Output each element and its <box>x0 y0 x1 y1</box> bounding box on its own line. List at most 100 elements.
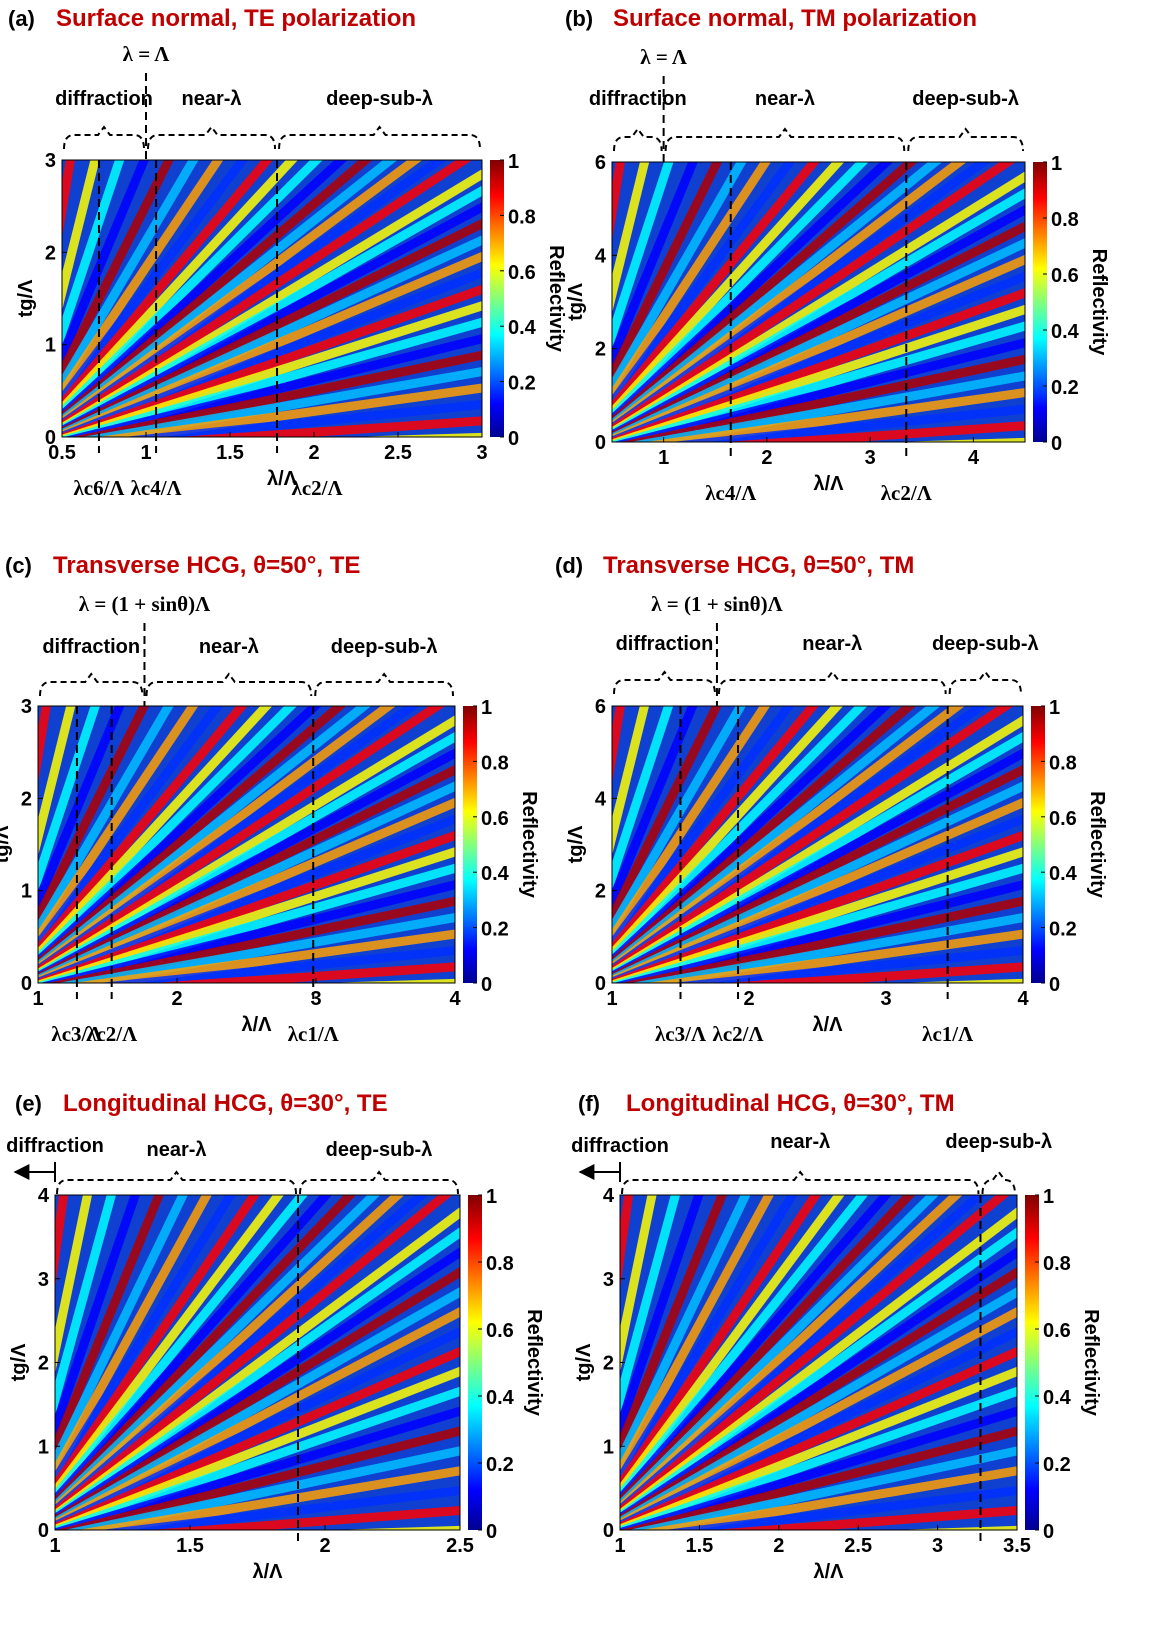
region-bracket <box>56 1170 297 1195</box>
x-tick-label: 2 <box>319 1535 330 1557</box>
x-tick-label: 2 <box>761 447 772 469</box>
heatmap-stripe <box>671 404 1025 442</box>
y-tick-label: 3 <box>38 1269 49 1291</box>
heatmap-stripe <box>81 367 482 437</box>
heatmap-stripe <box>62 160 174 383</box>
heatmap-stripe <box>62 160 199 393</box>
marker-label: λc1/Λ <box>922 1022 973 1046</box>
region-bracket <box>717 670 947 695</box>
heatmap-stripe <box>892 1525 1017 1530</box>
heatmap-stripe <box>612 162 698 372</box>
panel-title: Transverse HCG, θ=50°, TM <box>603 552 914 579</box>
heatmap-stripe <box>38 706 224 953</box>
region-label: near-λ <box>199 636 259 658</box>
x-tick-label: 2 <box>308 442 319 464</box>
region-label: near-λ <box>755 88 815 110</box>
heatmap-stripe <box>612 706 722 928</box>
heatmap-stripe <box>712 1505 1017 1530</box>
marker-label: λc3/Λ <box>655 1022 706 1046</box>
x-tick-label: 1.5 <box>176 1535 204 1557</box>
colorbar <box>463 706 477 983</box>
plot-frame <box>61 159 483 438</box>
heatmap-stripe <box>77 1466 460 1530</box>
y-tick-label: 3 <box>45 150 56 172</box>
x-tick-label: 4 <box>968 447 980 469</box>
marker-label: λc2/Λ <box>881 481 932 505</box>
colorbar-tick-label: 0.8 <box>1049 752 1077 774</box>
colorbar-label: Reflectivity <box>1088 249 1110 357</box>
heatmap-stripe <box>150 1505 460 1530</box>
y-tick-label: 4 <box>603 1185 615 1207</box>
colorbar-tick-label: 0.8 <box>1051 209 1079 231</box>
heatmap-stripe <box>671 945 1023 983</box>
colorbar-tick-label: 1 <box>1043 1186 1054 1208</box>
y-tick-label: 0 <box>21 973 32 995</box>
marker-label: λc4/Λ <box>705 481 756 505</box>
marker-label: λc2/Λ <box>713 1022 764 1046</box>
heatmap-stripe <box>38 706 76 857</box>
x-tick-label: 0.5 <box>48 442 76 464</box>
y-tick-label: 2 <box>38 1353 49 1375</box>
colorbar-tick-label: 0.2 <box>481 919 509 941</box>
x-tick-label: 2.5 <box>844 1535 872 1557</box>
y-tick-label: 1 <box>38 1436 49 1458</box>
heatmap-stripe <box>55 1195 117 1417</box>
x-tick-label: 1.5 <box>216 442 244 464</box>
heatmap-stripe <box>612 706 650 856</box>
heatmap-stripe <box>630 371 1025 442</box>
colorbar-label: Reflectivity <box>523 1309 545 1417</box>
heatmap-stripe <box>612 162 674 350</box>
y-tick-label: 0 <box>595 432 606 454</box>
panel-label: (b) <box>565 6 593 31</box>
colorbar-tick-label: 1 <box>508 151 519 173</box>
y-tick-label: 0 <box>38 1520 49 1542</box>
x-tick-label: 3 <box>865 447 876 469</box>
colorbar-tick-label: 0.4 <box>1049 863 1078 885</box>
heatmap-stripe <box>620 1195 681 1416</box>
heatmap-stripe <box>641 1466 1017 1530</box>
y-axis-label: tg/Λ <box>8 1343 30 1381</box>
region-bracket <box>613 670 716 695</box>
region-label: near-λ <box>802 633 862 655</box>
colorbar-tick-label: 0 <box>508 428 519 450</box>
boundary-label: λ = Λ <box>640 45 687 69</box>
heatmap-stripe <box>630 913 1023 983</box>
region-label: deep-sub-λ <box>945 1131 1052 1153</box>
colorbar-tick-label: 0.2 <box>1051 377 1079 399</box>
colorbar <box>1031 706 1045 983</box>
colorbar-label: Reflectivity <box>518 791 540 899</box>
y-tick-label: 1 <box>45 335 56 357</box>
colorbar-tick-label: 0 <box>1049 974 1060 996</box>
heatmap-stripe <box>123 399 482 437</box>
x-tick-label: 3 <box>880 988 891 1010</box>
region-label: deep-sub-λ <box>326 88 433 110</box>
marker-label: λc2/Λ <box>86 1022 137 1046</box>
region-bracket <box>981 1170 1016 1195</box>
heatmap <box>620 1195 1017 1530</box>
colorbar-label: Reflectivity <box>1086 791 1108 899</box>
y-axis-label: tg/Λ <box>565 282 587 320</box>
heatmap <box>55 1195 460 1530</box>
panel-title: Surface normal, TE polarization <box>56 5 416 32</box>
heatmap-stripe <box>612 706 698 913</box>
y-tick-label: 4 <box>38 1185 50 1207</box>
heatmap-stripe <box>896 437 1025 442</box>
region-bracket <box>147 125 277 150</box>
colorbar-tick-label: 0.2 <box>508 373 536 395</box>
heatmap-stripe <box>612 706 795 952</box>
colorbar-tick-label: 0 <box>1043 1521 1054 1543</box>
y-tick-label: 1 <box>21 881 32 903</box>
colorbar-tick-label: 0.4 <box>1051 321 1080 343</box>
region-bracket <box>145 672 313 697</box>
x-tick-label: 1 <box>606 988 617 1010</box>
marker-label: λc2/Λ <box>292 476 343 500</box>
x-tick-label: 1 <box>140 442 151 464</box>
marker-label: λc6/Λ <box>73 476 124 500</box>
heatmap-stripe <box>38 706 100 893</box>
x-tick-label: 1 <box>49 1535 60 1557</box>
heatmap-stripe <box>72 929 455 983</box>
heatmap-stripe <box>62 160 224 401</box>
heatmap-stripe <box>62 160 75 238</box>
heatmap <box>612 706 1023 983</box>
colorbar-tick-label: 0.2 <box>1043 1454 1071 1476</box>
